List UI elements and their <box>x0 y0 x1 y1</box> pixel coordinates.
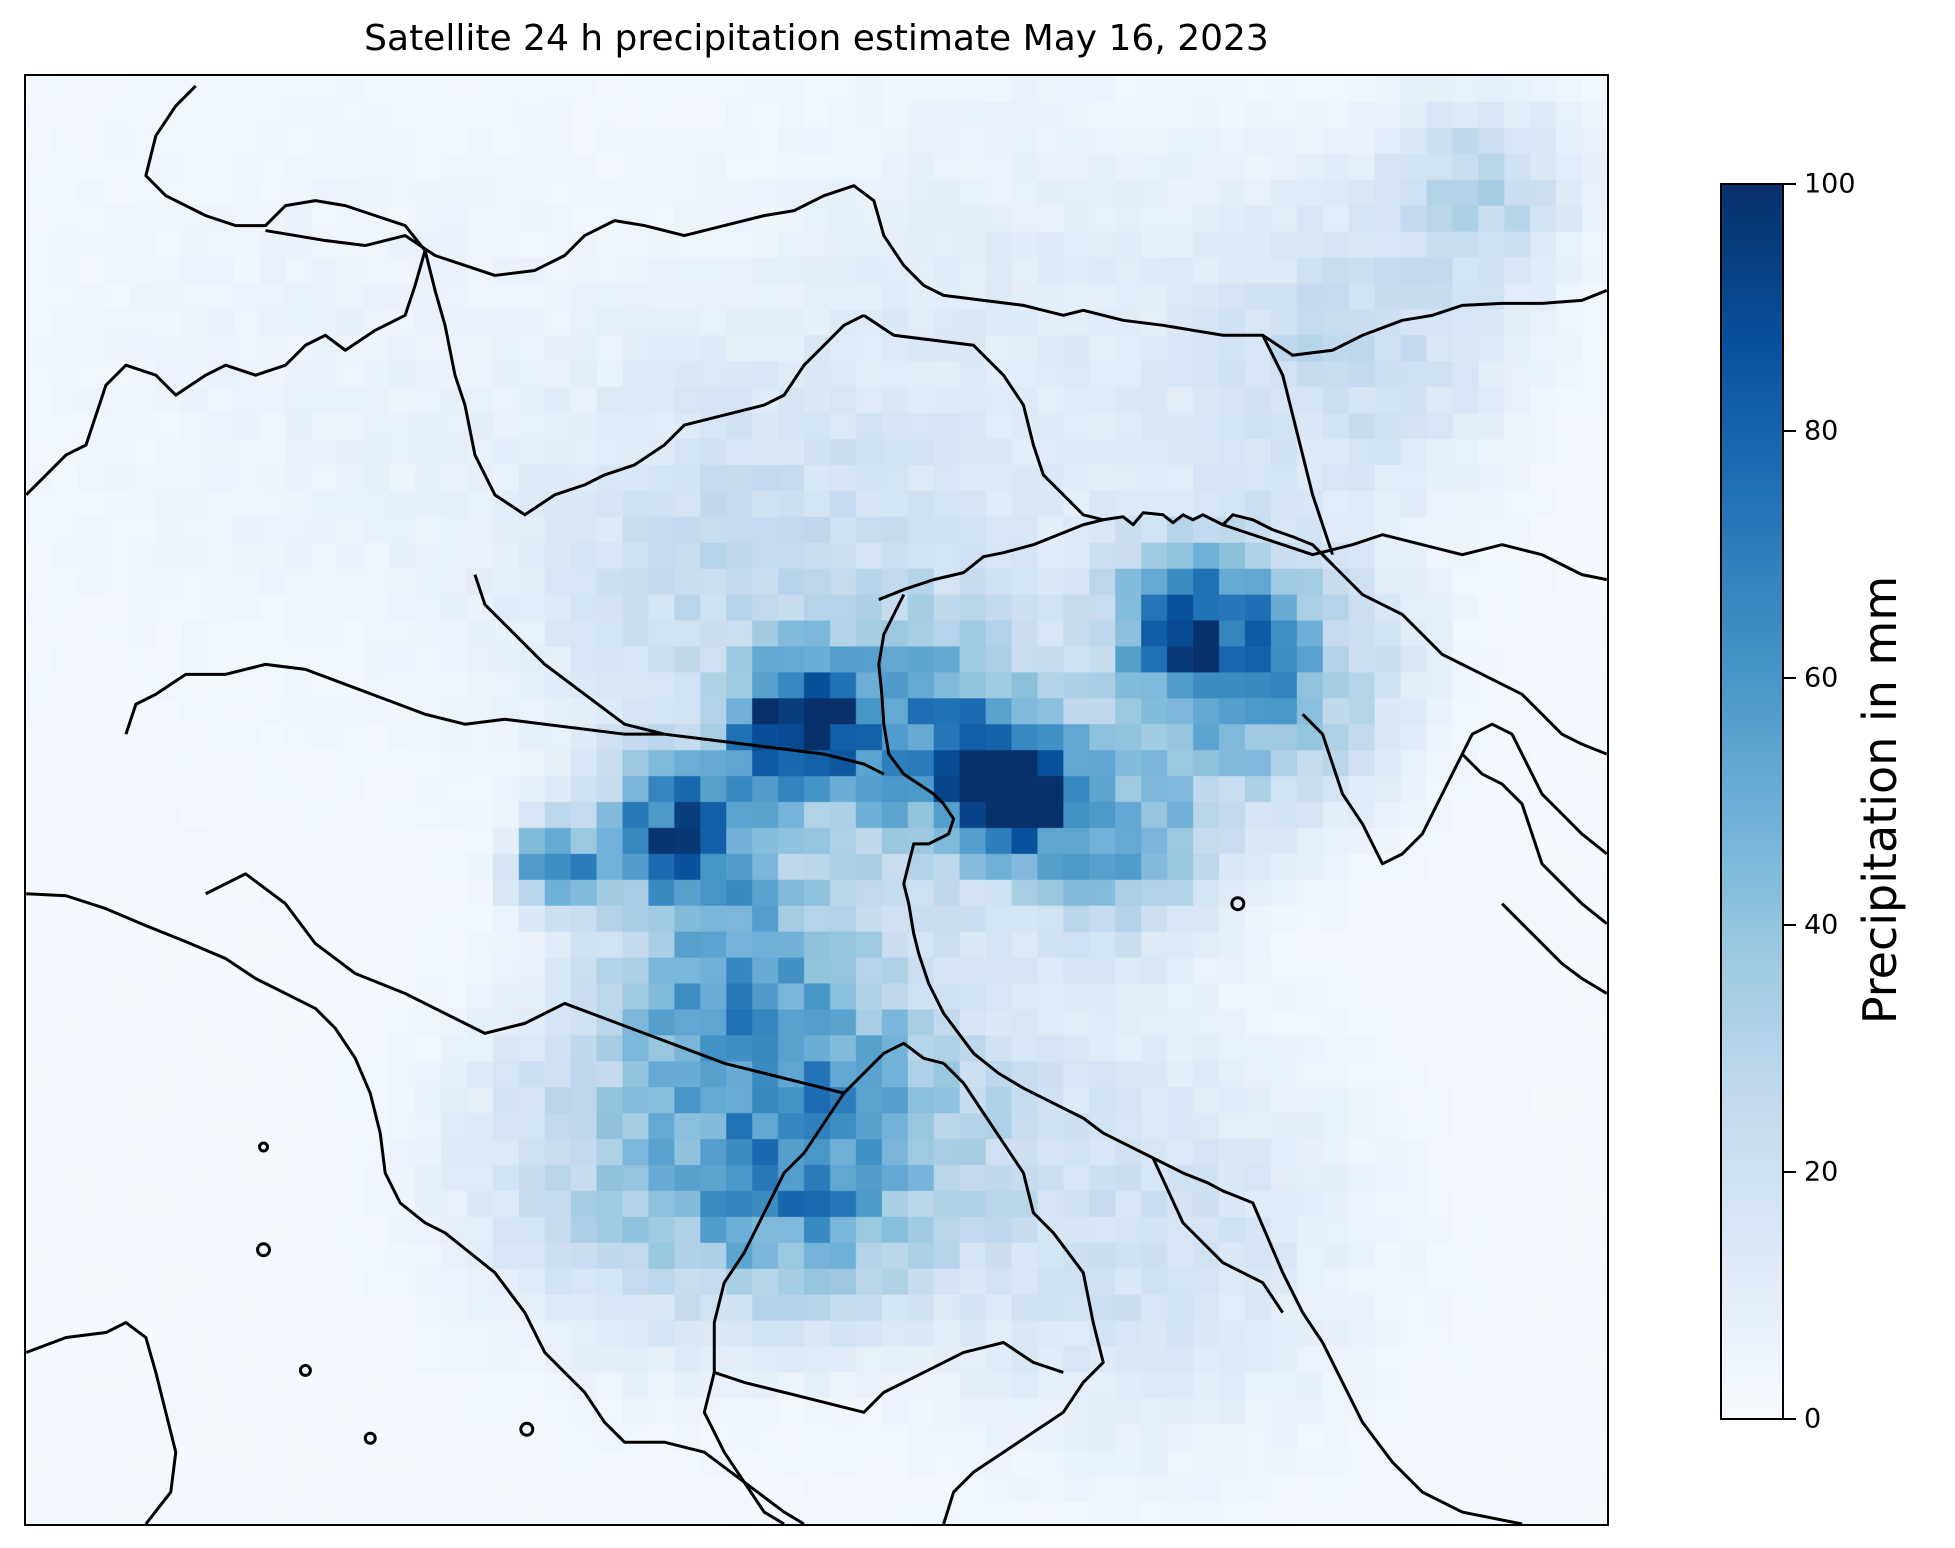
map-panel <box>24 74 1609 1526</box>
precipitation-raster <box>26 76 1607 1524</box>
colorbar-tick <box>1784 1171 1796 1173</box>
veneto-border <box>863 314 1104 522</box>
slovenia-hungary-border <box>1261 334 1334 556</box>
map-title: Satellite 24 h precipitation estimate Ma… <box>364 18 1269 59</box>
croatia-coast <box>1461 753 1607 925</box>
colorbar-tick-label: 60 <box>1804 662 1839 694</box>
venice-lagoon <box>877 593 1523 1524</box>
marche-abruzzo-border <box>1151 1157 1284 1314</box>
emilia-tuscany-border <box>205 872 945 1095</box>
colorbar-tick-label: 80 <box>1804 415 1839 447</box>
colorbar-tick <box>1784 1418 1796 1420</box>
alps-north-border <box>265 184 1607 357</box>
island-marker <box>256 1242 272 1258</box>
island-marker <box>363 1431 377 1445</box>
emilia-border <box>124 662 885 776</box>
croatia-border <box>1222 523 1607 582</box>
colorbar-tick-label: 40 <box>1804 909 1839 941</box>
slovenia-border <box>1321 553 1607 756</box>
colorbar <box>1720 183 1784 1420</box>
island-marker <box>258 1141 270 1153</box>
colorbar-tick-label: 0 <box>1804 1403 1822 1435</box>
island-marker <box>1230 896 1246 912</box>
lombardy-border <box>423 250 865 517</box>
colorbar-tick <box>1784 430 1796 432</box>
island-marker <box>298 1363 312 1377</box>
istria-coast <box>1301 713 1607 866</box>
italian-adriatic-coastline <box>878 511 1334 601</box>
tyrrhenian-coastline <box>26 892 805 1524</box>
tuscany-umbria-border <box>702 1092 846 1524</box>
colorbar-tick <box>1784 924 1796 926</box>
colorbar-tick-label: 100 <box>1804 168 1856 200</box>
colorbar-tick <box>1784 183 1796 185</box>
colorbar-tick <box>1784 677 1796 679</box>
lazio-border <box>713 1341 1064 1414</box>
dalmatian-islands <box>1501 902 1607 995</box>
lombardy-emilia-border <box>473 574 665 736</box>
colorbar-tick-label: 20 <box>1804 1156 1839 1188</box>
colorbar-title: Precipitation in mm <box>1853 575 1907 1025</box>
west-italy-coast <box>26 1321 178 1524</box>
island-marker <box>519 1421 535 1437</box>
alpine-border <box>26 84 427 496</box>
umbria-marche-border <box>942 1062 1105 1524</box>
coastline-border-layer <box>26 84 1607 1524</box>
